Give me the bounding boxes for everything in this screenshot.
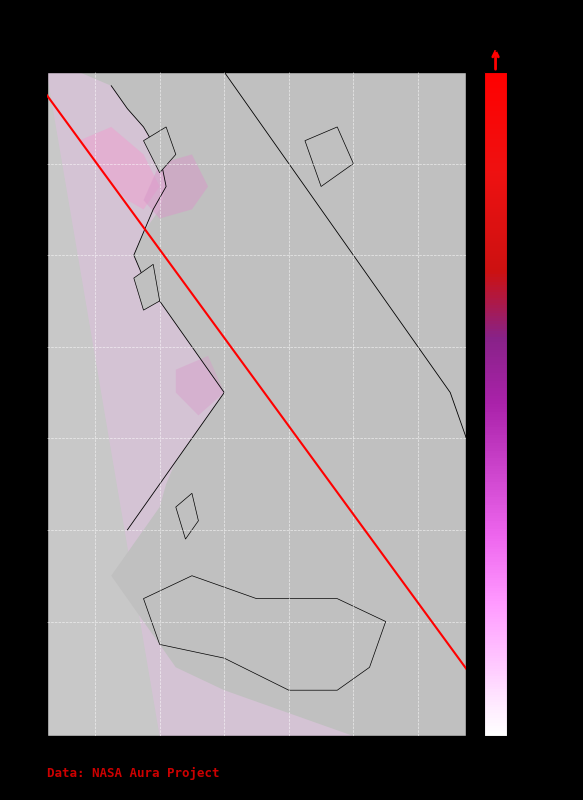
Text: Aura/OMI - 02/06/2025 19:01-20:42 UT: Aura/OMI - 02/06/2025 19:01-20:42 UT (92, 28, 421, 43)
Polygon shape (143, 154, 208, 218)
Polygon shape (47, 72, 466, 736)
Polygon shape (305, 127, 353, 186)
Polygon shape (134, 264, 160, 310)
Polygon shape (176, 356, 224, 415)
Polygon shape (79, 127, 160, 210)
Polygon shape (47, 72, 466, 736)
Polygon shape (143, 127, 176, 173)
Text: Data: NASA Aura Project: Data: NASA Aura Project (47, 767, 219, 780)
Polygon shape (176, 494, 198, 539)
Polygon shape (143, 576, 386, 690)
Y-axis label: PCA SO₂ column TRM [DU]: PCA SO₂ column TRM [DU] (544, 330, 554, 478)
Text: SO₂ mass: 0.006 kt; SO₂ max: 0.65 DU at lon: -76.42 lat: -44.84 ; 20:42UTC: SO₂ mass: 0.006 kt; SO₂ max: 0.65 DU at … (7, 44, 506, 54)
